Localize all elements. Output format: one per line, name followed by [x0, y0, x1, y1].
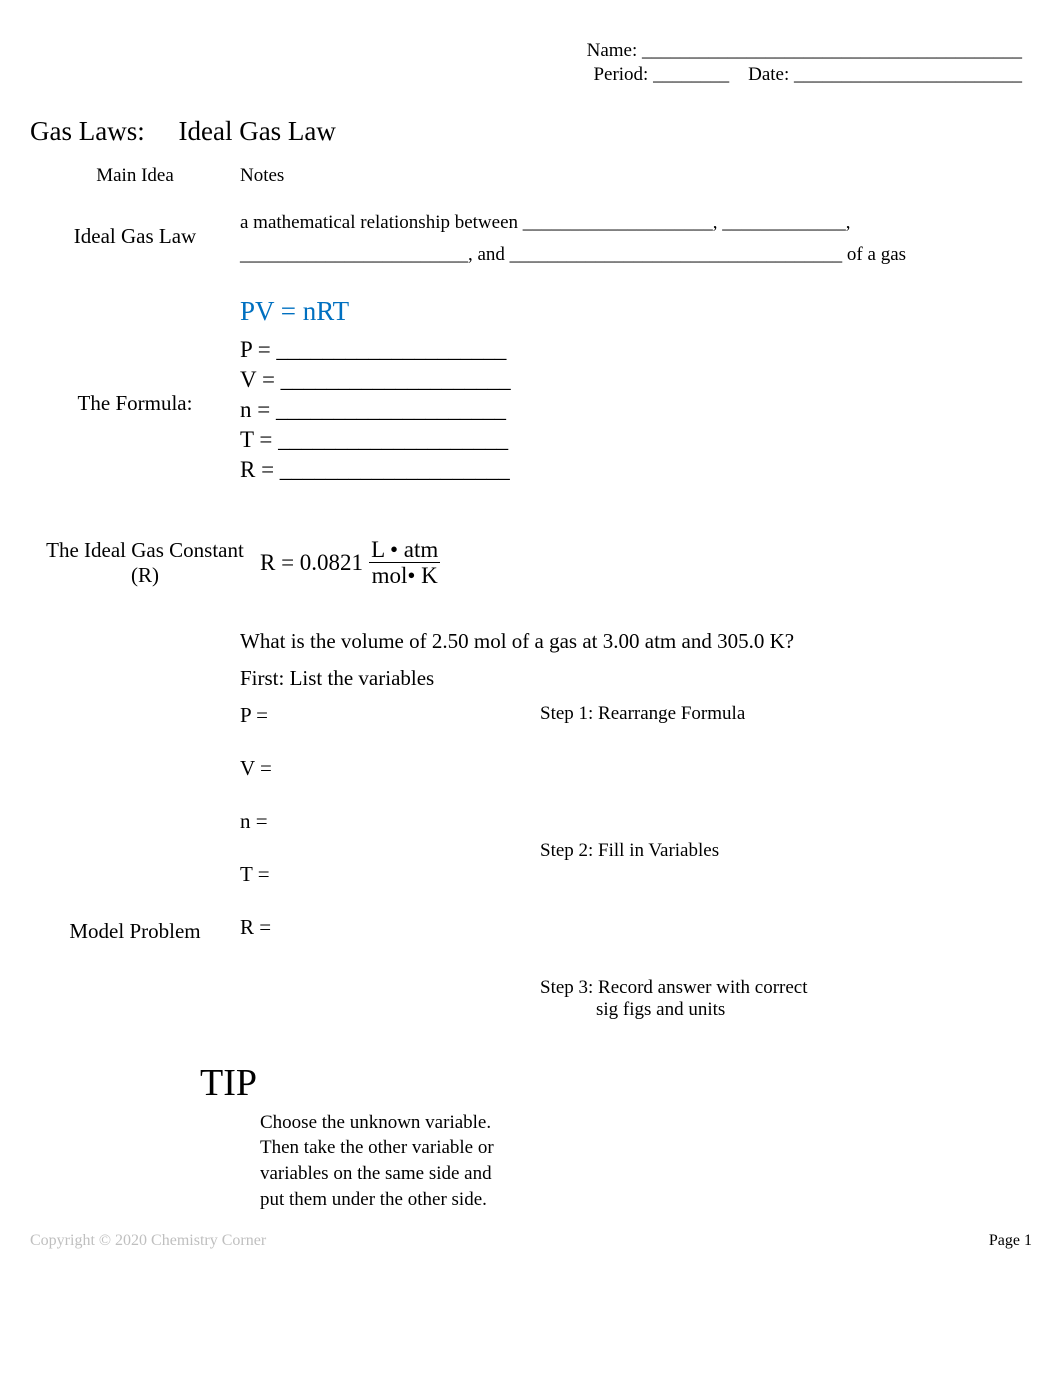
footer: Copyright © 2020 Chemistry Corner Page 1 [30, 1232, 1032, 1250]
step-3-line2: sig figs and units [540, 999, 808, 1021]
main-idea-header: Main Idea [30, 165, 240, 187]
tip-text: Choose the unknown variable. Then take t… [260, 1110, 560, 1213]
formula-p: P = ____________________ [240, 337, 1032, 363]
date-blank: ________________________ [794, 64, 1022, 85]
title-prefix: Gas Laws: [30, 116, 145, 146]
constant-numerator: L • atm [369, 537, 440, 563]
constant-prefix: R = 0.0821 [260, 550, 363, 576]
name-blank: ________________________________________ [642, 40, 1022, 61]
formula-label: The Formula: [30, 296, 240, 416]
var-t: T = [240, 862, 540, 887]
formula-main: PV = nRT [240, 296, 1032, 327]
steps-column: Step 1: Rearrange Formula Step 2: Fill i… [540, 703, 808, 1051]
tip-label: TIP [200, 1061, 1032, 1105]
tip-line1: Choose the unknown variable. [260, 1110, 560, 1136]
title-main: Ideal Gas Law [178, 116, 335, 146]
tip-line3: variables on the same side and [260, 1161, 560, 1187]
constant-fraction: L • atm mol• K [369, 537, 440, 589]
step-2: Step 2: Fill in Variables [540, 840, 808, 862]
step-3: Step 3: Record answer with correct sig f… [540, 977, 808, 1021]
tip-line2: Then take the other variable or [260, 1135, 560, 1161]
constant-label-line2: (R) [30, 563, 260, 588]
tip-line4: put them under the other side. [260, 1187, 560, 1213]
column-headers: Main Idea Notes [30, 165, 1032, 187]
formula-v: V = ____________________ [240, 367, 1032, 393]
constant-label-line1: The Ideal Gas Constant [30, 538, 260, 563]
model-problem-label: Model Problem [30, 629, 240, 1051]
var-n: n = [240, 809, 540, 834]
vars-steps-row: P = V = n = T = R = Step 1: Rearrange Fo… [240, 703, 1032, 1051]
constant-denominator: mol• K [372, 563, 438, 588]
date-label: Date: [748, 64, 789, 85]
period-label: Period: [593, 64, 648, 85]
model-problem-section: Model Problem What is the volume of 2.50… [30, 629, 1032, 1051]
ideal-gas-law-text: a mathematical relationship between ____… [240, 212, 1032, 266]
constant-value: R = 0.0821 L • atm mol• K [260, 537, 440, 589]
copyright: Copyright © 2020 Chemistry Corner [30, 1232, 266, 1250]
relationship-line2: ________________________, and __________… [240, 244, 1032, 266]
var-p: P = [240, 703, 540, 728]
formula-n: n = ____________________ [240, 397, 1032, 423]
name-label: Name: [587, 40, 638, 61]
formula-t: T = ____________________ [240, 427, 1032, 453]
step-3-line1: Step 3: Record answer with correct [540, 977, 808, 999]
constant-section: The Ideal Gas Constant (R) R = 0.0821 L … [30, 537, 1032, 589]
formula-content: PV = nRT P = ____________________ V = __… [240, 296, 1032, 487]
page-title: Gas Laws: Ideal Gas Law [30, 116, 1032, 147]
formula-r: R = ____________________ [240, 457, 1032, 483]
notes-header: Notes [240, 165, 1032, 187]
var-v: V = [240, 756, 540, 781]
page-number: Page 1 [989, 1232, 1032, 1250]
step-1: Step 1: Rearrange Formula [540, 703, 808, 725]
problem-question: What is the volume of 2.50 mol of a gas … [240, 629, 1032, 654]
relationship-line1: a mathematical relationship between ____… [240, 212, 1032, 234]
formula-section: The Formula: PV = nRT P = ______________… [30, 296, 1032, 487]
problem-first: First: List the variables [240, 666, 1032, 691]
header-info: Name: __________________________________… [30, 40, 1032, 86]
ideal-gas-law-section: Ideal Gas Law a mathematical relationshi… [30, 212, 1032, 266]
constant-label: The Ideal Gas Constant (R) [30, 538, 260, 588]
period-blank: ________ [653, 64, 729, 85]
model-problem-content: What is the volume of 2.50 mol of a gas … [240, 629, 1032, 1051]
variables-column: P = V = n = T = R = [240, 703, 540, 1051]
ideal-gas-law-label: Ideal Gas Law [30, 212, 240, 249]
var-r: R = [240, 915, 540, 940]
